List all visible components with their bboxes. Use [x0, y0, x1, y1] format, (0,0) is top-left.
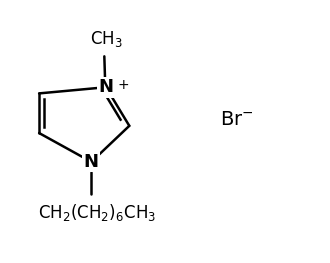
Text: CH$_2$(CH$_2$)$_6$CH$_3$: CH$_2$(CH$_2$)$_6$CH$_3$: [38, 202, 156, 223]
Text: Br$^{-}$: Br$^{-}$: [219, 110, 253, 129]
Text: CH$_3$: CH$_3$: [89, 29, 122, 49]
Text: N: N: [98, 78, 114, 96]
Text: +: +: [117, 78, 129, 92]
Text: N: N: [84, 153, 99, 171]
